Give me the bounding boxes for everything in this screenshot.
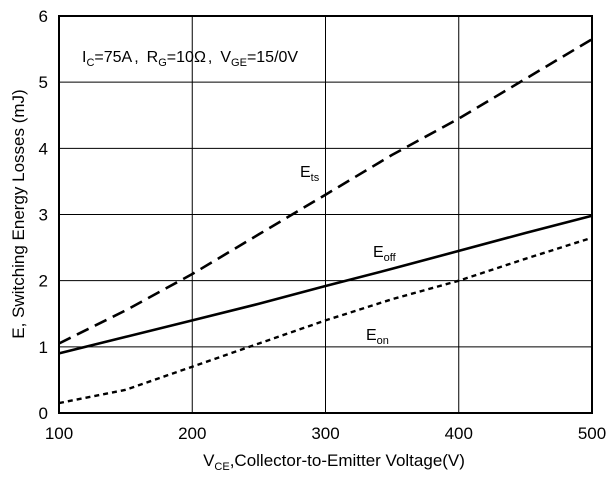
tick-layer: 100 200 300 400 500 0 1 2 3 4 5 6: [39, 7, 607, 443]
cond-vge-main: V: [220, 49, 231, 66]
cond-vge-rest: =15/0V: [247, 49, 298, 66]
y-tick-label: 4: [39, 139, 48, 158]
plot-frame: [58, 15, 593, 414]
series-label-eoff-sub: off: [384, 252, 397, 264]
y-axis-title: E, Switching Energy Losses (mJ): [9, 89, 28, 338]
cond-ic-sub: C: [86, 57, 94, 69]
series-line-ts: [58, 38, 593, 345]
cond-sep-2: ,: [208, 49, 212, 66]
cond-ic-main: I: [82, 49, 86, 66]
grid-layer: [59, 16, 592, 413]
x-tick-label: 400: [445, 424, 473, 443]
x-tick-label: 200: [178, 424, 206, 443]
x-axis-title-sub: CE: [214, 461, 229, 473]
series-label-eon-main: E: [366, 327, 377, 344]
series-layer: [58, 38, 593, 405]
y-tick-label: 0: [39, 404, 48, 423]
x-axis-title-rest: ,Collector-to-Emitter Voltage(V): [230, 451, 465, 470]
cond-sep-1: ,: [134, 49, 138, 66]
x-tick-label: 100: [45, 424, 73, 443]
y-tick-label: 6: [39, 7, 48, 26]
x-axis-title: VCE,Collector-to-Emitter Voltage(V): [203, 451, 465, 473]
series-label-ets: Ets: [300, 164, 320, 184]
cond-vge-sub: GE: [231, 57, 247, 69]
series-label-eon: Eon: [366, 327, 389, 347]
cond-ic-rest: =75A: [94, 49, 132, 66]
series-label-eon-sub: on: [377, 335, 389, 347]
y-tick-label: 3: [39, 206, 48, 225]
series-label-eoff-main: E: [373, 244, 384, 261]
y-tick-label: 2: [39, 272, 48, 291]
series-label-eoff: Eoff: [373, 244, 397, 264]
series-line-off: [58, 214, 593, 355]
cond-rg-rest: =10Ω: [167, 49, 206, 66]
series-label-ets-sub: ts: [311, 172, 320, 184]
test-conditions-annotation: IC=75A, RG=10Ω, VGE=15/0V: [82, 49, 298, 69]
x-tick-label: 500: [578, 424, 606, 443]
x-tick-label: 300: [311, 424, 339, 443]
cond-rg-sub: G: [158, 57, 167, 69]
y-tick-label: 5: [39, 73, 48, 92]
x-axis-title-main: V: [203, 451, 215, 470]
series-label-ets-main: E: [300, 164, 311, 181]
series-line-on: [58, 236, 593, 405]
cond-rg-main: R: [147, 49, 159, 66]
y-tick-label: 1: [39, 338, 48, 357]
